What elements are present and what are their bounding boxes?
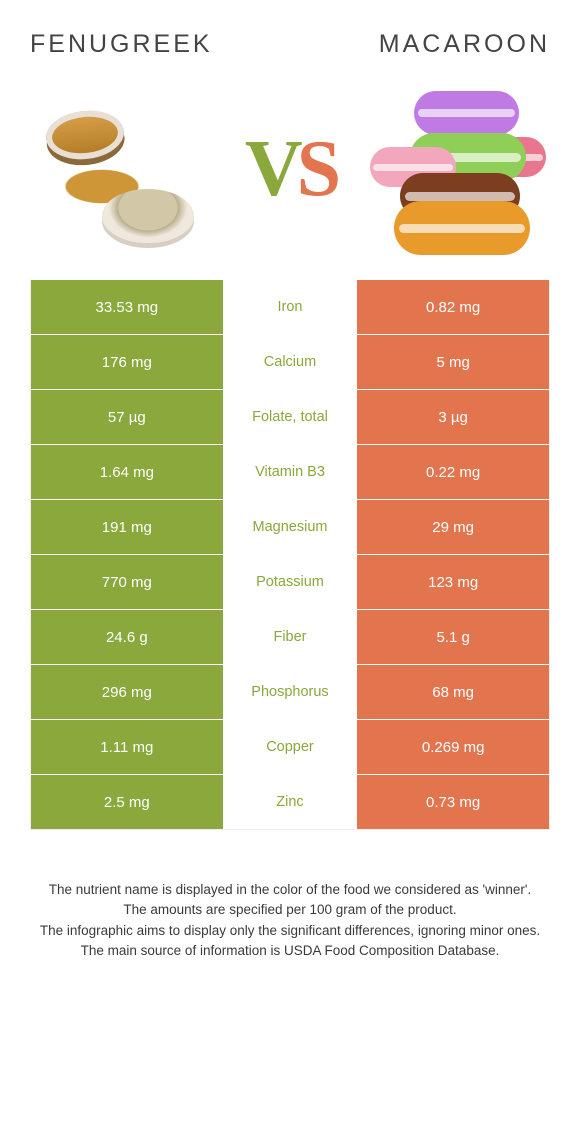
right-value: 5.1 g (357, 610, 549, 664)
footnotes: The nutrient name is displayed in the co… (30, 880, 550, 961)
nutrient-label: Zinc (223, 775, 358, 829)
right-value: 0.269 mg (357, 720, 549, 774)
table-row: 1.64 mgVitamin B30.22 mg (31, 444, 549, 499)
hero-row: VS (30, 89, 550, 279)
nutrient-label: Fiber (223, 610, 358, 664)
table-row: 2.5 mgZinc0.73 mg (31, 774, 549, 829)
table-row: 1.11 mgCopper0.269 mg (31, 719, 549, 774)
table-row: 176 mgCalcium5 mg (31, 334, 549, 389)
table-row: 33.53 mgIron0.82 mg (31, 279, 549, 334)
macaroon-illustration (370, 89, 540, 249)
fenugreek-illustration (40, 89, 210, 249)
right-value: 0.73 mg (357, 775, 549, 829)
left-food-title: FENUGREEK (30, 30, 213, 59)
left-value: 33.53 mg (31, 280, 223, 334)
table-row: 770 mgPotassium123 mg (31, 554, 549, 609)
left-value: 1.11 mg (31, 720, 223, 774)
nutrient-label: Magnesium (223, 500, 358, 554)
nutrient-label: Phosphorus (223, 665, 358, 719)
footnote-line: The nutrient name is displayed in the co… (36, 880, 544, 900)
left-value: 770 mg (31, 555, 223, 609)
right-value: 68 mg (357, 665, 549, 719)
vs-label: VS (245, 124, 335, 215)
left-value: 176 mg (31, 335, 223, 389)
left-value: 57 µg (31, 390, 223, 444)
nutrient-label: Potassium (223, 555, 358, 609)
left-value: 296 mg (31, 665, 223, 719)
right-food-title: MACAROON (379, 30, 550, 59)
right-value: 3 µg (357, 390, 549, 444)
title-row: FENUGREEK MACAROON (30, 30, 550, 59)
nutrient-label: Copper (223, 720, 358, 774)
right-value: 0.22 mg (357, 445, 549, 499)
vs-v: V (245, 125, 297, 213)
table-row: 191 mgMagnesium29 mg (31, 499, 549, 554)
left-value: 1.64 mg (31, 445, 223, 499)
table-row: 296 mgPhosphorus68 mg (31, 664, 549, 719)
nutrient-label: Folate, total (223, 390, 358, 444)
nutrient-label: Iron (223, 280, 358, 334)
right-value: 123 mg (357, 555, 549, 609)
footnote-line: The amounts are specified per 100 gram o… (36, 900, 544, 920)
right-value: 5 mg (357, 335, 549, 389)
vs-s: S (297, 125, 336, 213)
right-value: 29 mg (357, 500, 549, 554)
right-value: 0.82 mg (357, 280, 549, 334)
left-value: 2.5 mg (31, 775, 223, 829)
footnote-line: The infographic aims to display only the… (36, 921, 544, 941)
left-value: 24.6 g (31, 610, 223, 664)
nutrient-table: 33.53 mgIron0.82 mg176 mgCalcium5 mg57 µ… (30, 279, 550, 830)
nutrient-label: Calcium (223, 335, 358, 389)
table-row: 57 µgFolate, total3 µg (31, 389, 549, 444)
table-row: 24.6 gFiber5.1 g (31, 609, 549, 664)
footnote-line: The main source of information is USDA F… (36, 941, 544, 961)
left-value: 191 mg (31, 500, 223, 554)
nutrient-label: Vitamin B3 (223, 445, 358, 499)
